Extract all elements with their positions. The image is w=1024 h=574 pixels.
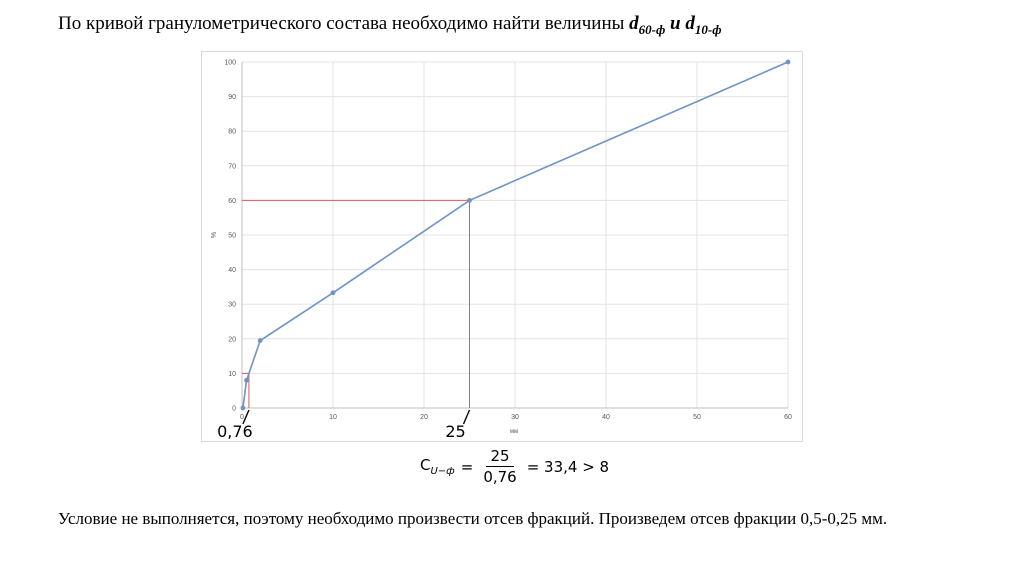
- data-point: [244, 377, 249, 383]
- callout-pointer: [242, 409, 250, 425]
- x-tick-label: 0: [240, 414, 244, 421]
- y-tick-label: 10: [228, 371, 236, 378]
- title-conj: и: [665, 13, 686, 34]
- callout-label: 25: [445, 422, 465, 441]
- formula-result: = 33,4 > 8: [526, 457, 610, 476]
- y-tick-label: 100: [224, 60, 236, 67]
- formula-lhs: CU−ф: [420, 456, 455, 477]
- y-tick-label: 70: [228, 163, 236, 170]
- y-tick-label: 40: [228, 267, 236, 274]
- y-tick-label: 0: [232, 406, 236, 413]
- data-point: [785, 59, 791, 65]
- y-tick-label: 50: [228, 233, 236, 240]
- x-tick-label: 40: [602, 414, 610, 421]
- y-tick-label: 80: [228, 129, 236, 136]
- formula-numerator: 25: [486, 446, 514, 467]
- data-point: [330, 290, 336, 296]
- uniformity-formula: CU−ф = 25 0,76 = 33,4 > 8: [420, 446, 615, 487]
- y-tick-label: 20: [228, 336, 236, 343]
- formula-denominator: 0,76: [483, 468, 517, 486]
- formula-equals: =: [460, 457, 474, 476]
- x-tick-label: 30: [511, 414, 519, 421]
- data-point: [257, 338, 263, 343]
- x-tick-label: 20: [420, 414, 428, 421]
- y-tick-label: 30: [228, 302, 236, 309]
- x-tick-label: 60: [784, 414, 792, 421]
- slide-title: По кривой гранулометрического состава не…: [58, 13, 722, 38]
- chart-frame: [201, 51, 803, 442]
- x-axis-label: мм: [510, 429, 518, 435]
- x-tick-label: 50: [693, 414, 701, 421]
- title-text: По кривой гранулометрического состава не…: [58, 13, 630, 34]
- y-axis-label: %: [211, 232, 218, 238]
- conclusion-text: Условие не выполняется, поэтому необходи…: [58, 509, 888, 528]
- series-line: [242, 61, 789, 409]
- x-tick-label: 10: [329, 414, 337, 421]
- data-point: [467, 198, 472, 203]
- y-tick-label: 90: [228, 94, 236, 101]
- callout-label: 0,76: [217, 422, 253, 441]
- title-var-d10: d10-ф: [685, 13, 722, 37]
- title-var-d60: d60-ф: [629, 13, 666, 37]
- y-tick-label: 60: [228, 198, 236, 205]
- callout-pointer: [462, 409, 471, 425]
- data-point: [240, 405, 246, 411]
- formula-fraction: 25 0,76: [479, 446, 520, 487]
